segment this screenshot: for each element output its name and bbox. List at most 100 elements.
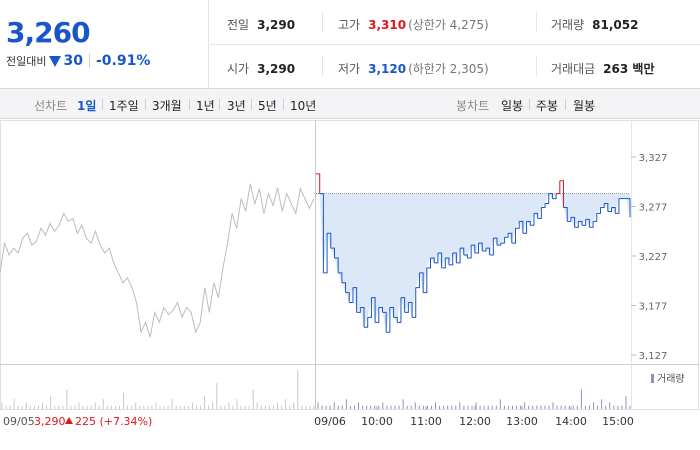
tab-1w[interactable]: 1주일 [109,99,139,113]
series-segment [552,193,557,200]
tab-daily-candle[interactable]: 일봉 [501,99,524,113]
series-segment [545,193,550,205]
stat-value: 3,290 [257,18,296,32]
divider [322,12,323,32]
series-segment [600,203,605,208]
series-segment [448,253,454,266]
stat-open: 시가 3,290 [227,60,295,77]
series-segment [526,220,531,226]
divider [102,99,103,110]
series-segment [338,272,343,283]
series-segment [404,302,409,313]
tab-monthly-candle[interactable]: 월봉 [573,99,596,113]
tab-10y[interactable]: 10년 [290,99,317,113]
current-price: 3,260 [6,16,91,49]
series-segment [611,206,616,214]
series-segment [426,257,432,269]
divider [189,99,190,110]
volume-legend-label: 거래량 [657,373,685,385]
series-segment [397,297,402,323]
divider [529,99,530,110]
series-segment [559,180,565,208]
series-segment [341,282,347,293]
divider [88,54,90,68]
series-segment [533,212,539,219]
divider [219,99,220,110]
y-tick-label: 3,127 [639,351,668,362]
stat-value: 3,290 [257,62,296,76]
divider [210,44,700,45]
series-segment [389,306,395,318]
series-segment [593,213,598,222]
x-tick-label: 10:00 [361,415,393,428]
price-chart[interactable]: 3,327 3,277 3,227 3,177 3,127 거래량 09/06 10:00 11… [0,120,700,450]
tab-5y[interactable]: 5년 [258,99,277,113]
series-segment [319,193,324,273]
series-segment [607,207,613,212]
y-tick-label: 3,177 [639,302,668,313]
series-segment [386,307,391,333]
stat-value: 3,120 [368,62,407,76]
series-segment [352,287,358,313]
quote-header: 3,260 전일대비 30 -0.91% 전일 3,290 시가 3,290 고가 3… [0,0,700,89]
change-label: 전일대비 [6,55,47,68]
series-segment [570,216,576,228]
tab-3m[interactable]: 3개월 [152,99,182,113]
series-segment [364,317,369,328]
candle-chart-title: 봉차트 [456,99,490,113]
series-segment [330,247,335,258]
series-segment [493,237,498,246]
down-triangle-icon [49,55,62,67]
y-tick-label: 3,227 [639,252,668,263]
divider [536,56,537,76]
series-segment [548,193,553,199]
y-tick-label: 3,327 [639,153,668,164]
volume-legend-swatch [651,374,654,383]
divider [565,99,566,110]
series-segment [489,238,494,256]
series-segment [522,221,528,234]
line-chart-title: 선차트 [34,99,68,113]
stat-value: 263 백만 [603,62,655,76]
tab-3y[interactable]: 3년 [227,99,246,113]
series-segment [504,233,509,238]
series-segment [626,198,631,218]
stat-volume: 거래량 81,052 [551,16,638,33]
series-segment [519,220,524,234]
change-percent: -0.91% [95,53,151,69]
tab-1y[interactable]: 1년 [196,99,215,113]
series-segment [375,307,380,323]
x-tick-label: 09/06 [314,415,346,428]
change-value: 30 [63,53,83,69]
series-segment [434,253,439,264]
series-segment [537,207,542,219]
divider [251,99,252,110]
series-segment [360,306,365,328]
series-segment [596,207,601,214]
stat-amount: 거래대금 263 백만 [551,60,654,77]
series-segment [463,254,468,258]
series-segment [563,206,568,222]
tab-1d[interactable]: 1일 [77,99,97,113]
series-segment [356,307,361,313]
series-segment [408,302,413,318]
series-segment [323,233,328,274]
series-segment [437,252,443,268]
y-tick-label: 3,277 [639,203,668,214]
series-segment [430,257,435,263]
series-segment [578,220,583,226]
series-segment [581,219,587,226]
tab-weekly-candle[interactable]: 주봉 [536,99,559,113]
divider [145,99,146,110]
divider [283,99,284,110]
series-segment [349,287,354,304]
chart-frame [0,120,699,410]
series-segment [393,316,398,323]
series-segment [574,221,579,228]
price-box: 3,260 전일대비 30 -0.91% [0,0,209,89]
divider [322,56,323,76]
series-segment [482,248,487,252]
series-segment [474,243,480,254]
series-segment [415,272,420,289]
series-segment [530,213,535,226]
